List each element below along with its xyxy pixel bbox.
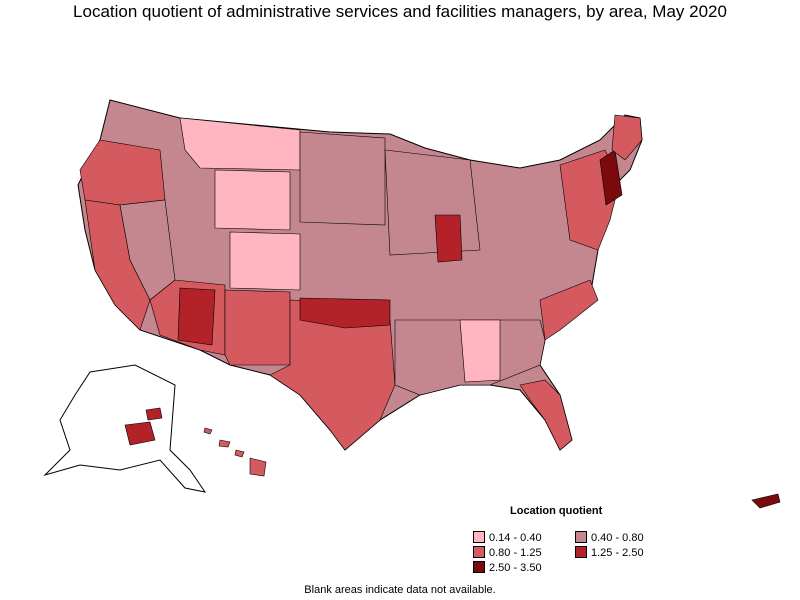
region-florida xyxy=(519,379,573,451)
map-title: Location quotient of administrative serv… xyxy=(73,2,727,21)
legend-swatch-2 xyxy=(575,531,587,543)
legend-label-4: 1.25 - 2.50 xyxy=(591,547,644,559)
region-mississippi-alabama-low xyxy=(459,319,501,383)
legend-swatch-1 xyxy=(473,531,485,543)
region-dakotas xyxy=(299,131,386,226)
region-montana xyxy=(179,117,301,171)
region-new-mexico-high xyxy=(177,287,216,346)
legend-swatch-5 xyxy=(473,561,485,573)
legend-title: Location quotient xyxy=(510,505,603,517)
legend-item-4: 1.25 - 2.50 xyxy=(575,546,644,559)
hawaii-islands xyxy=(203,427,267,477)
alaska-region xyxy=(43,364,207,493)
legend-item-3: 0.80 - 1.25 xyxy=(473,546,542,559)
legend-label-2: 0.40 - 0.80 xyxy=(591,532,644,544)
region-illinois-high xyxy=(434,214,463,263)
legend-label-5: 2.50 - 3.50 xyxy=(489,562,542,574)
region-colorado xyxy=(229,231,301,291)
legend-item-1: 0.14 - 0.40 xyxy=(473,531,542,544)
legend-swatch-3 xyxy=(473,546,485,558)
alaska-high-area-2 xyxy=(145,407,163,421)
region-maine xyxy=(611,114,643,161)
legend-swatch-4 xyxy=(575,546,587,558)
region-southeast-coast xyxy=(539,279,599,341)
legend-label-3: 0.80 - 1.25 xyxy=(489,547,542,559)
region-oklahoma-high xyxy=(299,297,391,329)
alaska-high-area xyxy=(124,421,156,446)
blank-areas-note: Blank areas indicate data not available. xyxy=(304,584,496,596)
region-wyoming xyxy=(214,169,291,231)
region-pacific-northwest xyxy=(79,139,166,206)
puerto-rico xyxy=(751,493,781,509)
region-midwest xyxy=(384,149,481,256)
region-new-mexico xyxy=(224,289,291,366)
legend-item-5: 2.50 - 3.50 xyxy=(473,561,542,574)
legend-label-1: 0.14 - 0.40 xyxy=(489,532,542,544)
region-new-england-high xyxy=(599,149,623,206)
legend-item-2: 0.40 - 0.80 xyxy=(575,531,644,544)
